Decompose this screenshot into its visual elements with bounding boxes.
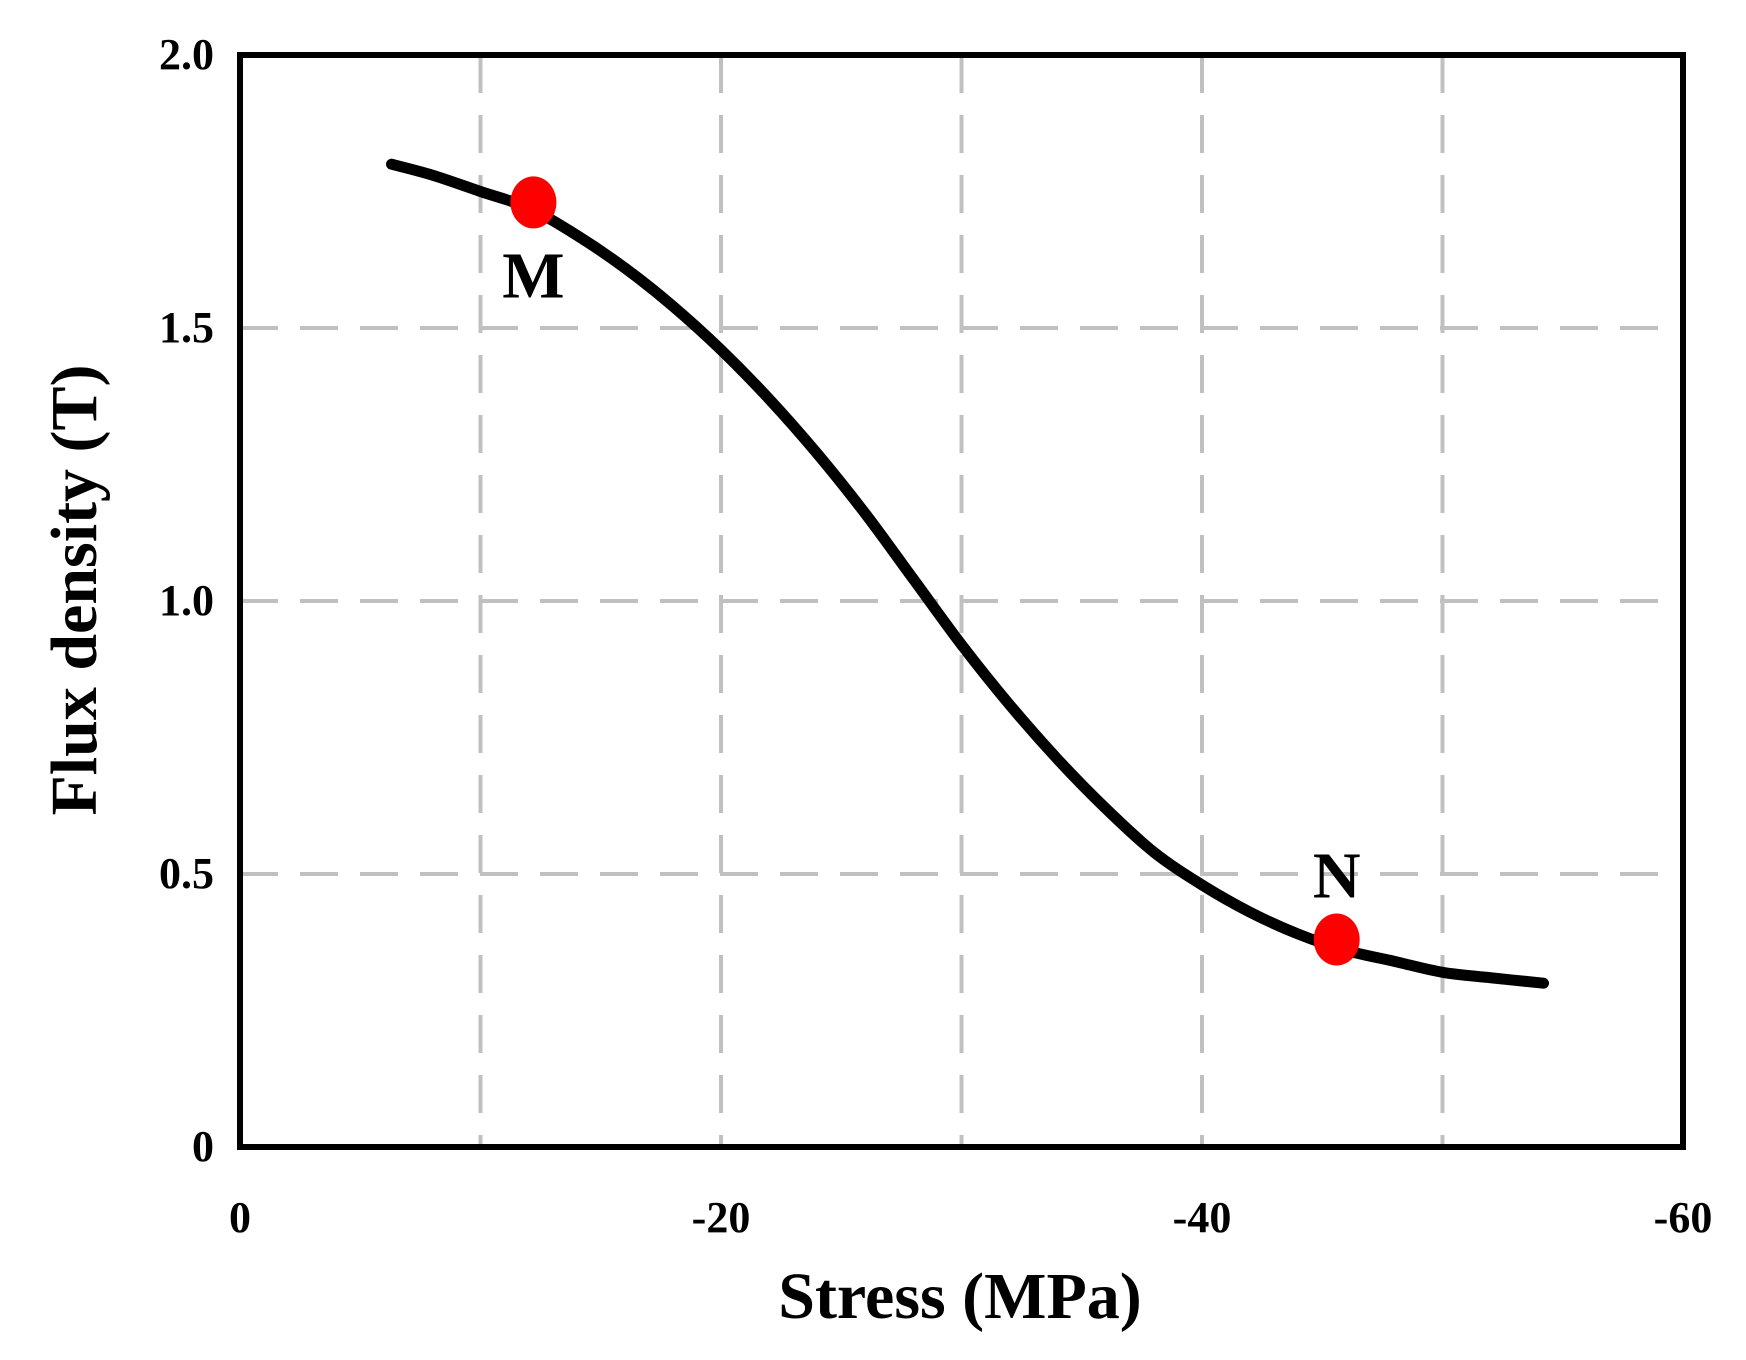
- y-tick-label: 1.5: [159, 303, 214, 352]
- x-tick-label: -20: [692, 1193, 751, 1242]
- x-tick-label: -60: [1654, 1193, 1713, 1242]
- y-tick-label: 2.0: [159, 30, 214, 79]
- x-axis-title: Stress (MPa): [778, 1260, 1142, 1333]
- x-tick-label: 0: [229, 1193, 251, 1242]
- grid-layer: [240, 55, 1683, 1147]
- point-m-marker: [510, 176, 557, 229]
- y-tick-label: 0.5: [159, 849, 214, 898]
- tick-labels: 0 -20 -40 -60 0 0.5 1.0 1.5 2.0: [159, 30, 1712, 1242]
- y-axis-title: Flux density (T): [38, 364, 111, 815]
- point-m-label: M: [502, 239, 564, 312]
- y-tick-label: 1.0: [159, 576, 214, 625]
- y-tick-label: 0: [192, 1122, 214, 1171]
- point-n-label: N: [1313, 840, 1361, 913]
- point-n-marker: [1313, 913, 1360, 966]
- plot-frame: [237, 52, 1686, 1150]
- x-tick-label: -40: [1173, 1193, 1232, 1242]
- point-layer: MN: [502, 176, 1361, 966]
